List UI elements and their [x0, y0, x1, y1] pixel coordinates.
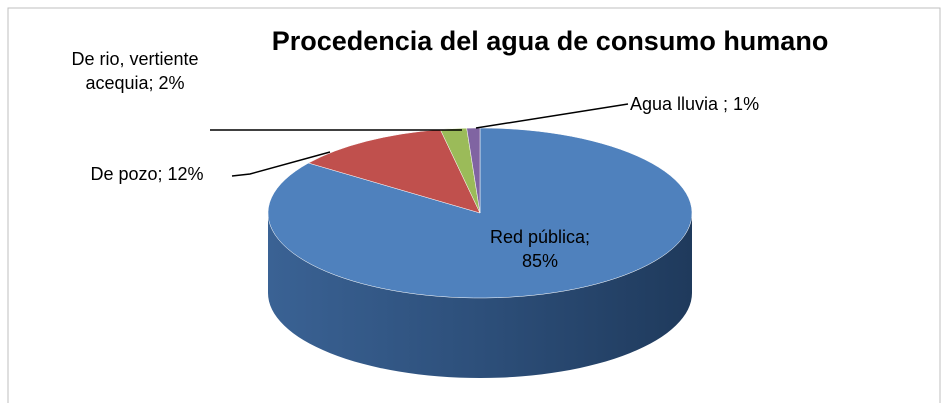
data-label: De rio, vertiente acequia; 2%	[71, 49, 199, 93]
data-label: Agua lluvia ; 1%	[630, 94, 760, 114]
slice-side	[268, 213, 692, 378]
data-label: De pozo; 12%	[90, 164, 204, 184]
leader-line	[475, 103, 629, 129]
pie	[267, 127, 693, 378]
leader-line	[231, 151, 331, 177]
frame	[7, 7, 941, 403]
data-label: Red pública; 85%	[489, 227, 591, 271]
chart-title: Procedencia del agua de consumo humano	[271, 26, 829, 56]
